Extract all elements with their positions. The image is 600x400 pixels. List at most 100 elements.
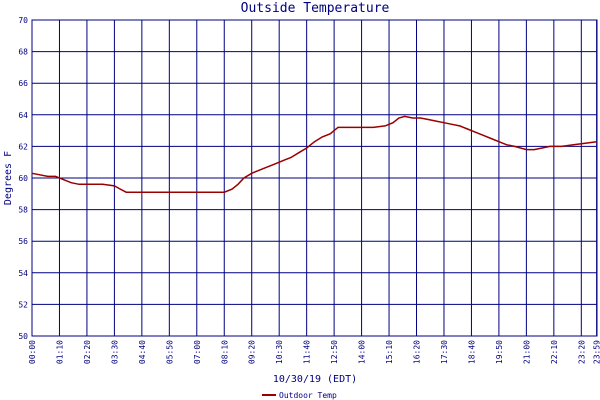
data-point [243,177,245,179]
x-tick-label: 11:40 [303,340,312,364]
x-tick-label: 23:59 [593,340,600,364]
data-point [141,191,143,193]
legend: Outdoor Temp [262,391,337,400]
data-point [70,182,72,184]
data-point [533,148,535,151]
data-point [572,144,575,146]
y-tick-label: 70 [18,16,28,25]
data-point [411,117,414,119]
data-point [160,191,163,193]
data-point [459,125,461,127]
data-point [549,145,551,147]
x-tick-label: 21:00 [522,340,531,364]
y-tick-label: 60 [18,174,28,183]
x-tick-label: 02:20 [83,340,92,364]
data-point [384,125,386,127]
series-group [31,115,598,193]
data-point [443,122,445,124]
y-tick-label: 52 [18,300,28,309]
data-point [47,175,49,178]
data-point [131,191,133,193]
data-point [404,115,406,117]
data-point [541,147,543,149]
data-point [258,169,261,171]
x-tick-label: 04:40 [138,340,147,364]
data-point [451,123,453,125]
x-tick-label: 07:00 [193,340,202,364]
data-point [125,191,127,193]
data-point [290,156,292,159]
y-tick-label: 56 [18,237,28,246]
data-point [31,172,33,174]
data-point [398,117,400,119]
x-tick-label: 03:30 [110,340,119,364]
x-tick-label: 19:50 [495,340,504,364]
data-point [333,130,335,132]
legend-label-outdoor-temp: Outdoor Temp [279,391,337,400]
x-tick-label: 12:50 [330,340,339,364]
data-point [474,131,476,133]
data-point [207,191,210,193]
data-point [90,183,92,185]
y-axis-label: Degrees F [3,151,14,205]
data-point [482,134,484,136]
plot-border [31,19,598,337]
data-point [506,144,508,146]
y-tick-label: 58 [18,206,28,215]
data-point [298,152,300,154]
x-tick-label: 08:10 [220,340,229,364]
data-point [345,126,347,129]
x-tick-label: 16:20 [413,340,422,364]
data-point [313,141,316,143]
data-point [102,183,104,185]
data-point [321,136,323,138]
data-point [372,126,374,129]
data-point [466,128,469,130]
x-tick-label: 10:30 [275,340,284,364]
data-point [62,178,64,181]
data-point [490,137,492,140]
x-tick-label: 23:20 [577,340,586,364]
chart-title: Outside Temperature [241,1,390,16]
data-point [266,166,269,168]
x-axis-label: 10/30/19 (EDT) [273,374,357,385]
data-point [360,126,363,129]
x-tick-label: 22:10 [550,340,559,364]
data-point [561,145,563,147]
data-point [231,188,233,190]
data-point [54,175,57,178]
y-tick-label: 54 [18,269,28,278]
data-point [435,120,437,122]
data-point [39,174,41,176]
data-point [596,141,598,143]
x-tick-label: 14:00 [358,340,367,364]
y-tick-label: 64 [18,111,28,120]
x-tick-labels: 00:00 01:10 02:20 03:30 04:40 05:50 07:00 08:10… [28,340,600,364]
data-point [78,183,80,185]
data-point [274,163,276,165]
x-tick-label: 01:10 [55,340,64,364]
x-tick-label: 09:20 [248,340,257,364]
x-tick-label: 05:50 [165,340,174,364]
data-point [498,141,500,143]
data-point [113,185,115,187]
data-point [306,147,308,149]
y-tick-label: 68 [18,48,28,57]
data-point [392,122,394,124]
data-point [251,172,253,174]
y-tick-label: 66 [18,79,28,88]
y-tick-label: 50 [18,332,28,341]
data-point [237,183,239,185]
x-tick-label: 15:10 [385,340,394,364]
y-tick-labels: 50 52 54 56 58 60 62 64 66 68 70 [18,16,28,341]
data-point [584,142,586,144]
x-tick-label: 18:40 [467,340,476,364]
grid [31,19,598,337]
x-tick-label: 17:30 [440,340,449,364]
data-point [119,188,121,190]
data-point [514,145,516,147]
series-line-outdoor-temp [31,115,597,193]
data-point [337,126,339,129]
data-point [419,117,422,119]
